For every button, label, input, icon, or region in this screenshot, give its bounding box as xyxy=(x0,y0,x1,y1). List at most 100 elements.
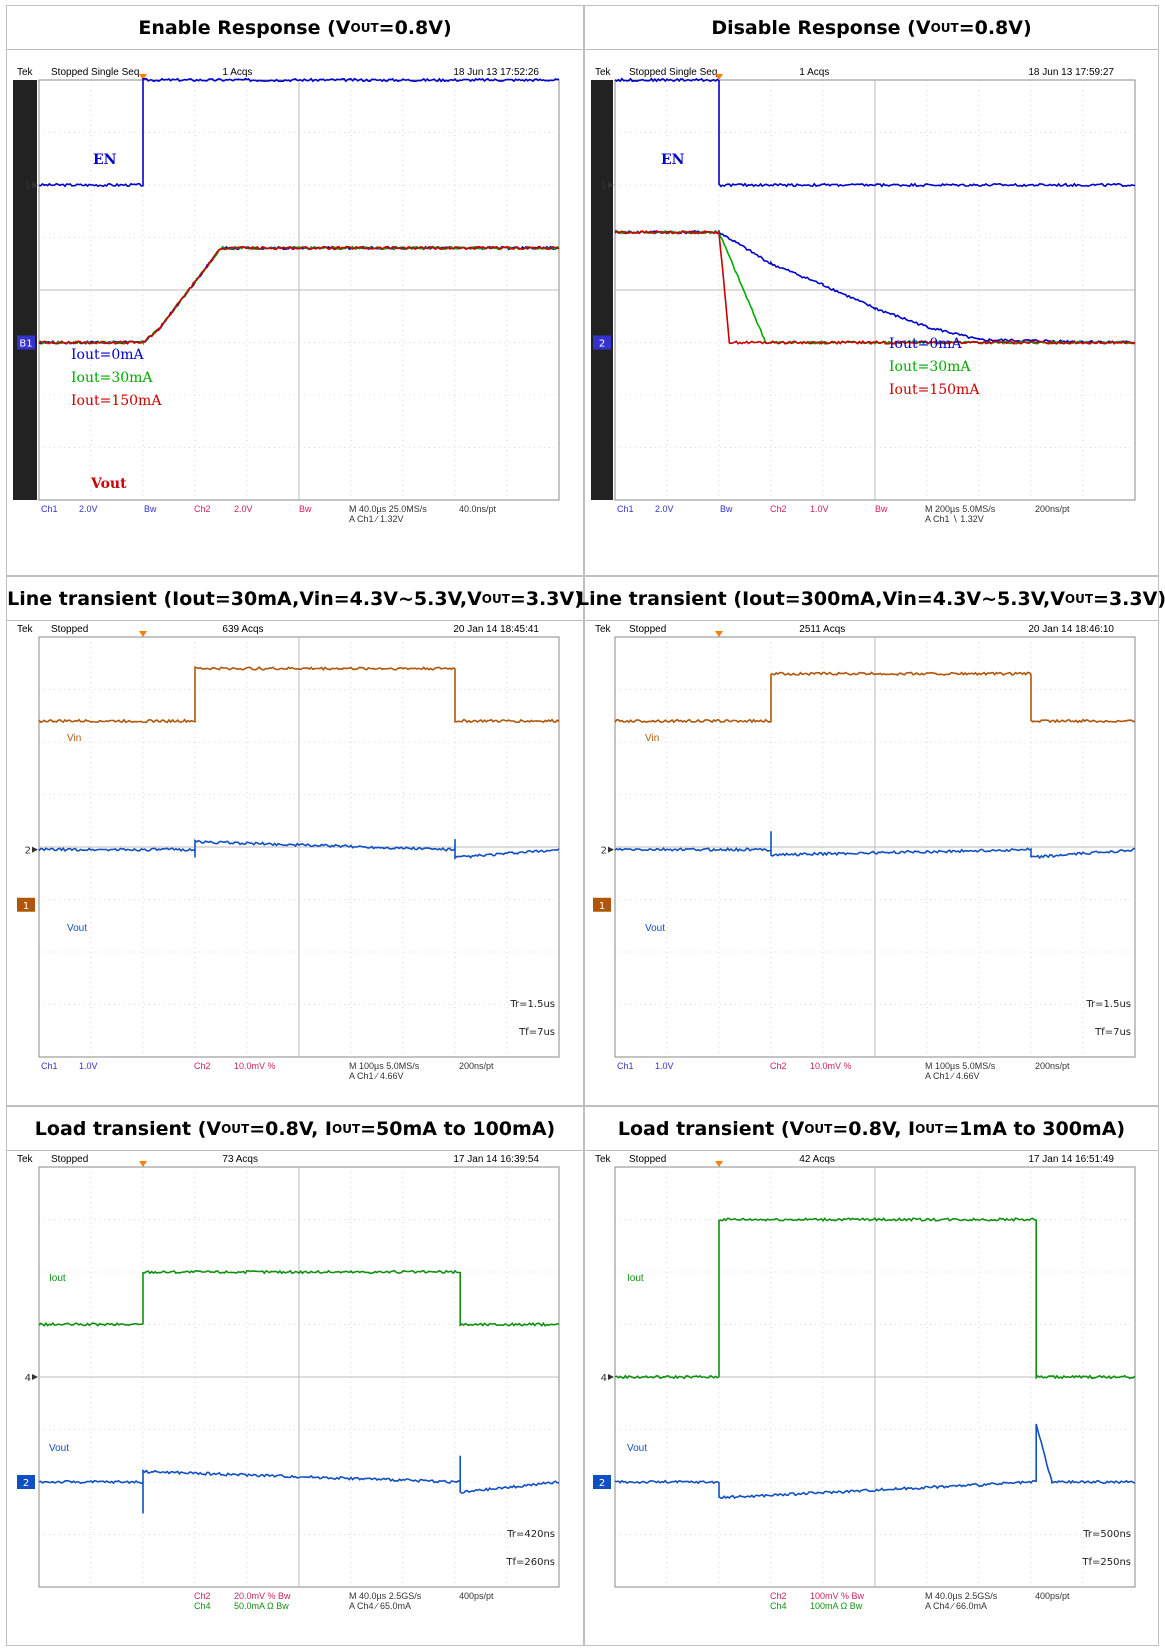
series-iout xyxy=(38,1269,560,1327)
scope-status: Stopped xyxy=(629,1154,666,1165)
footer-ch4: Ch4 xyxy=(770,1601,787,1611)
trace-label: Iout=30mA xyxy=(71,370,153,386)
footer-timebase: M 200µs 5.0MS/s xyxy=(925,504,996,514)
footer-ch4-scale: 50.0mA Ω Bw xyxy=(234,1601,289,1611)
trace-label: Vout xyxy=(627,1443,647,1454)
scope-timestamp: 20 Jan 14 18:46:10 xyxy=(1028,624,1114,635)
graticule xyxy=(39,80,559,500)
trace-labels: EN Iout=0mA Iout=30mA Iout=150mA Vout xyxy=(71,152,162,492)
footer-ch2-scale: 100mV % Bw xyxy=(810,1591,865,1601)
footer-ch1: Ch1 xyxy=(617,504,634,514)
marker-top-arrow xyxy=(608,846,614,853)
trace-labels: Iout Vout xyxy=(627,1273,647,1454)
marker-bottom-box xyxy=(17,1475,35,1489)
trace-label: Vout xyxy=(645,923,665,934)
scope-status: Stopped xyxy=(629,624,666,635)
scope-acqs: 1 Acqs xyxy=(799,67,829,78)
footer-ch1-bw: Bw xyxy=(720,504,733,514)
marker-bottom-box xyxy=(17,897,35,912)
marker-bottom-box xyxy=(593,1475,611,1489)
fall-time: Tf=7us xyxy=(518,1027,555,1038)
footer-ch2-scale: 10.0mV % xyxy=(810,1061,852,1071)
footer-ch1-scale: 1.0V xyxy=(79,1061,98,1071)
panel-line-transient-30ma: Line transient (Iout=30mA,Vin=4.3V~5.3V,… xyxy=(6,576,584,1106)
graticule xyxy=(39,637,559,1057)
rise-time: Tr=420ns xyxy=(506,1529,555,1540)
marker-top: 2 xyxy=(25,846,31,857)
footer-ch2: Ch2 xyxy=(770,504,787,514)
scope-svg: Tek Stopped 73 Acqs 17 Jan 14 16:39:5442Iou… xyxy=(17,1154,560,1611)
scope-footer: Ch1 2.0V Bw Ch2 2.0V Bw M 40.0µs 25.0MS/sA Ch1… xyxy=(41,504,497,524)
marker-bottom: 1 xyxy=(23,901,29,912)
scope-header: Tek Stopped 42 Acqs 17 Jan 14 16:51:49 xyxy=(595,1154,1114,1165)
series-vout xyxy=(614,1423,1136,1500)
series-group xyxy=(38,1269,560,1514)
footer-ch2: Ch2 xyxy=(194,504,211,514)
series-group xyxy=(614,671,1136,860)
scope-screen: Tek Stopped Single Seq 1 Acqs 18 Jun 13 17:… xyxy=(13,64,579,530)
footer-ch2-bw: Bw xyxy=(299,504,312,514)
scope-timestamp: 20 Jan 14 18:45:41 xyxy=(453,624,539,635)
scope-footer: Ch2 100mV % Bw Ch4 100mA Ω Bw M 40.0µs 2.5GS… xyxy=(770,1591,1070,1611)
series-group xyxy=(614,77,1136,345)
scope-svg: Tek Stopped Single Seq 1 Acqs 18 Jun 13 17:… xyxy=(13,67,560,524)
marker-top: 4 xyxy=(601,1373,607,1384)
rise-time: Tr=1.5us xyxy=(509,999,555,1010)
footer-timebase: M 40.0µs 25.0MS/s xyxy=(349,504,427,514)
footer-ch2-scale: 20.0mV % Bw xyxy=(234,1591,291,1601)
trace-label: Iout=150mA xyxy=(71,393,162,409)
panel-disable-response: Disable Response (V OUT =0.8V) Tek Stopped … xyxy=(584,5,1159,576)
trace-labels: Vin Vout xyxy=(645,733,665,934)
panel-load-transient-50-100ma: Load transient (V OUT =0.8V, I OUT =50mA to … xyxy=(6,1106,584,1646)
scope-header: Tek Stopped Single Seq 1 Acqs 18 Jun 13 17:… xyxy=(17,67,539,78)
channel-markers: 42 xyxy=(593,1373,614,1489)
footer-rate: 200ns/pt xyxy=(1035,1061,1070,1071)
footer-trigger: A Ch1 ∕ 4.66V xyxy=(349,1071,404,1081)
scope-acqs: 73 Acqs xyxy=(222,1154,258,1165)
panel-title: Disable Response (V OUT =0.8V) xyxy=(585,6,1158,50)
footer-rate: 400ps/pt xyxy=(1035,1591,1070,1601)
panel-line-transient-300ma: Line transient (Iout=300mA,Vin=4.3V~5.3V… xyxy=(577,576,1165,1106)
marker-top: 1 xyxy=(601,181,607,192)
series-vout xyxy=(614,831,1136,860)
series-vout xyxy=(38,839,560,860)
trace-label: Iout xyxy=(49,1273,66,1284)
marker-top: 4 xyxy=(25,1373,31,1384)
panel-load-transient-1-300ma: Load transient (V OUT =0.8V, I OUT =1mA to 3… xyxy=(584,1106,1159,1646)
trace-label: EN xyxy=(93,152,117,168)
footer-trigger: A Ch4 ∕ 65.0mA xyxy=(349,1601,411,1611)
scope-svg: Tek Stopped 2511 Acqs 20 Jan 14 18:46:1021V… xyxy=(593,624,1136,1081)
footer-ch1: Ch1 xyxy=(617,1061,634,1071)
footer-ch2-scale: 2.0V xyxy=(234,504,253,514)
trigger-position-marker xyxy=(139,1161,147,1167)
scope-timestamp: 17 Jan 14 16:51:49 xyxy=(1028,1154,1114,1165)
scope-brand: Tek xyxy=(595,67,612,78)
marker-bottom: B1 xyxy=(19,339,32,350)
trace-label: Vin xyxy=(67,733,81,744)
series-iout-150ma xyxy=(614,229,1136,345)
series-iout-150ma xyxy=(38,245,560,345)
scope-acqs: 1 Acqs xyxy=(222,67,252,78)
trigger-position-marker xyxy=(715,631,723,637)
footer-ch1-scale: 2.0V xyxy=(655,504,674,514)
footer-trigger: A Ch1 ∕ 1.32V xyxy=(349,514,404,524)
footer-rate: 400ps/pt xyxy=(459,1591,494,1601)
footer-ch1-scale: 1.0V xyxy=(655,1061,674,1071)
scope-status: Stopped Single Seq xyxy=(629,67,717,78)
scope-footer: Ch1 2.0V Bw Ch2 1.0V Bw M 200µs 5.0MS/sA Ch1 ∖… xyxy=(617,504,1070,524)
trigger-position-marker xyxy=(715,74,723,80)
scope-footer: Ch1 1.0V Ch2 10.0mV % M 100µs 5.0MS/sA Ch1 ∕… xyxy=(41,1061,494,1081)
scope-screen: Tek Stopped 2511 Acqs 20 Jan 14 18:46:10 2 1 V… xyxy=(591,621,1154,1087)
marker-top-arrow xyxy=(32,846,38,853)
panel-title: Load transient (V OUT =0.8V, I OUT =50mA to … xyxy=(7,1107,583,1151)
scope-screen: Tek Stopped Single Seq 1 Acqs 18 Jun 13 17:… xyxy=(591,64,1154,530)
footer-ch2: Ch2 xyxy=(194,1591,211,1601)
trace-label: Vin xyxy=(645,733,659,744)
scope-brand: Tek xyxy=(17,1154,34,1165)
marker-top-arrow xyxy=(32,182,38,188)
trace-label: Vout xyxy=(67,923,87,934)
scope-acqs: 2511 Acqs xyxy=(799,624,845,635)
panel-enable-response: Enable Response (V OUT =0.8V) Tek Stopped S… xyxy=(6,5,584,576)
footer-ch4-scale: 100mA Ω Bw xyxy=(810,1601,863,1611)
